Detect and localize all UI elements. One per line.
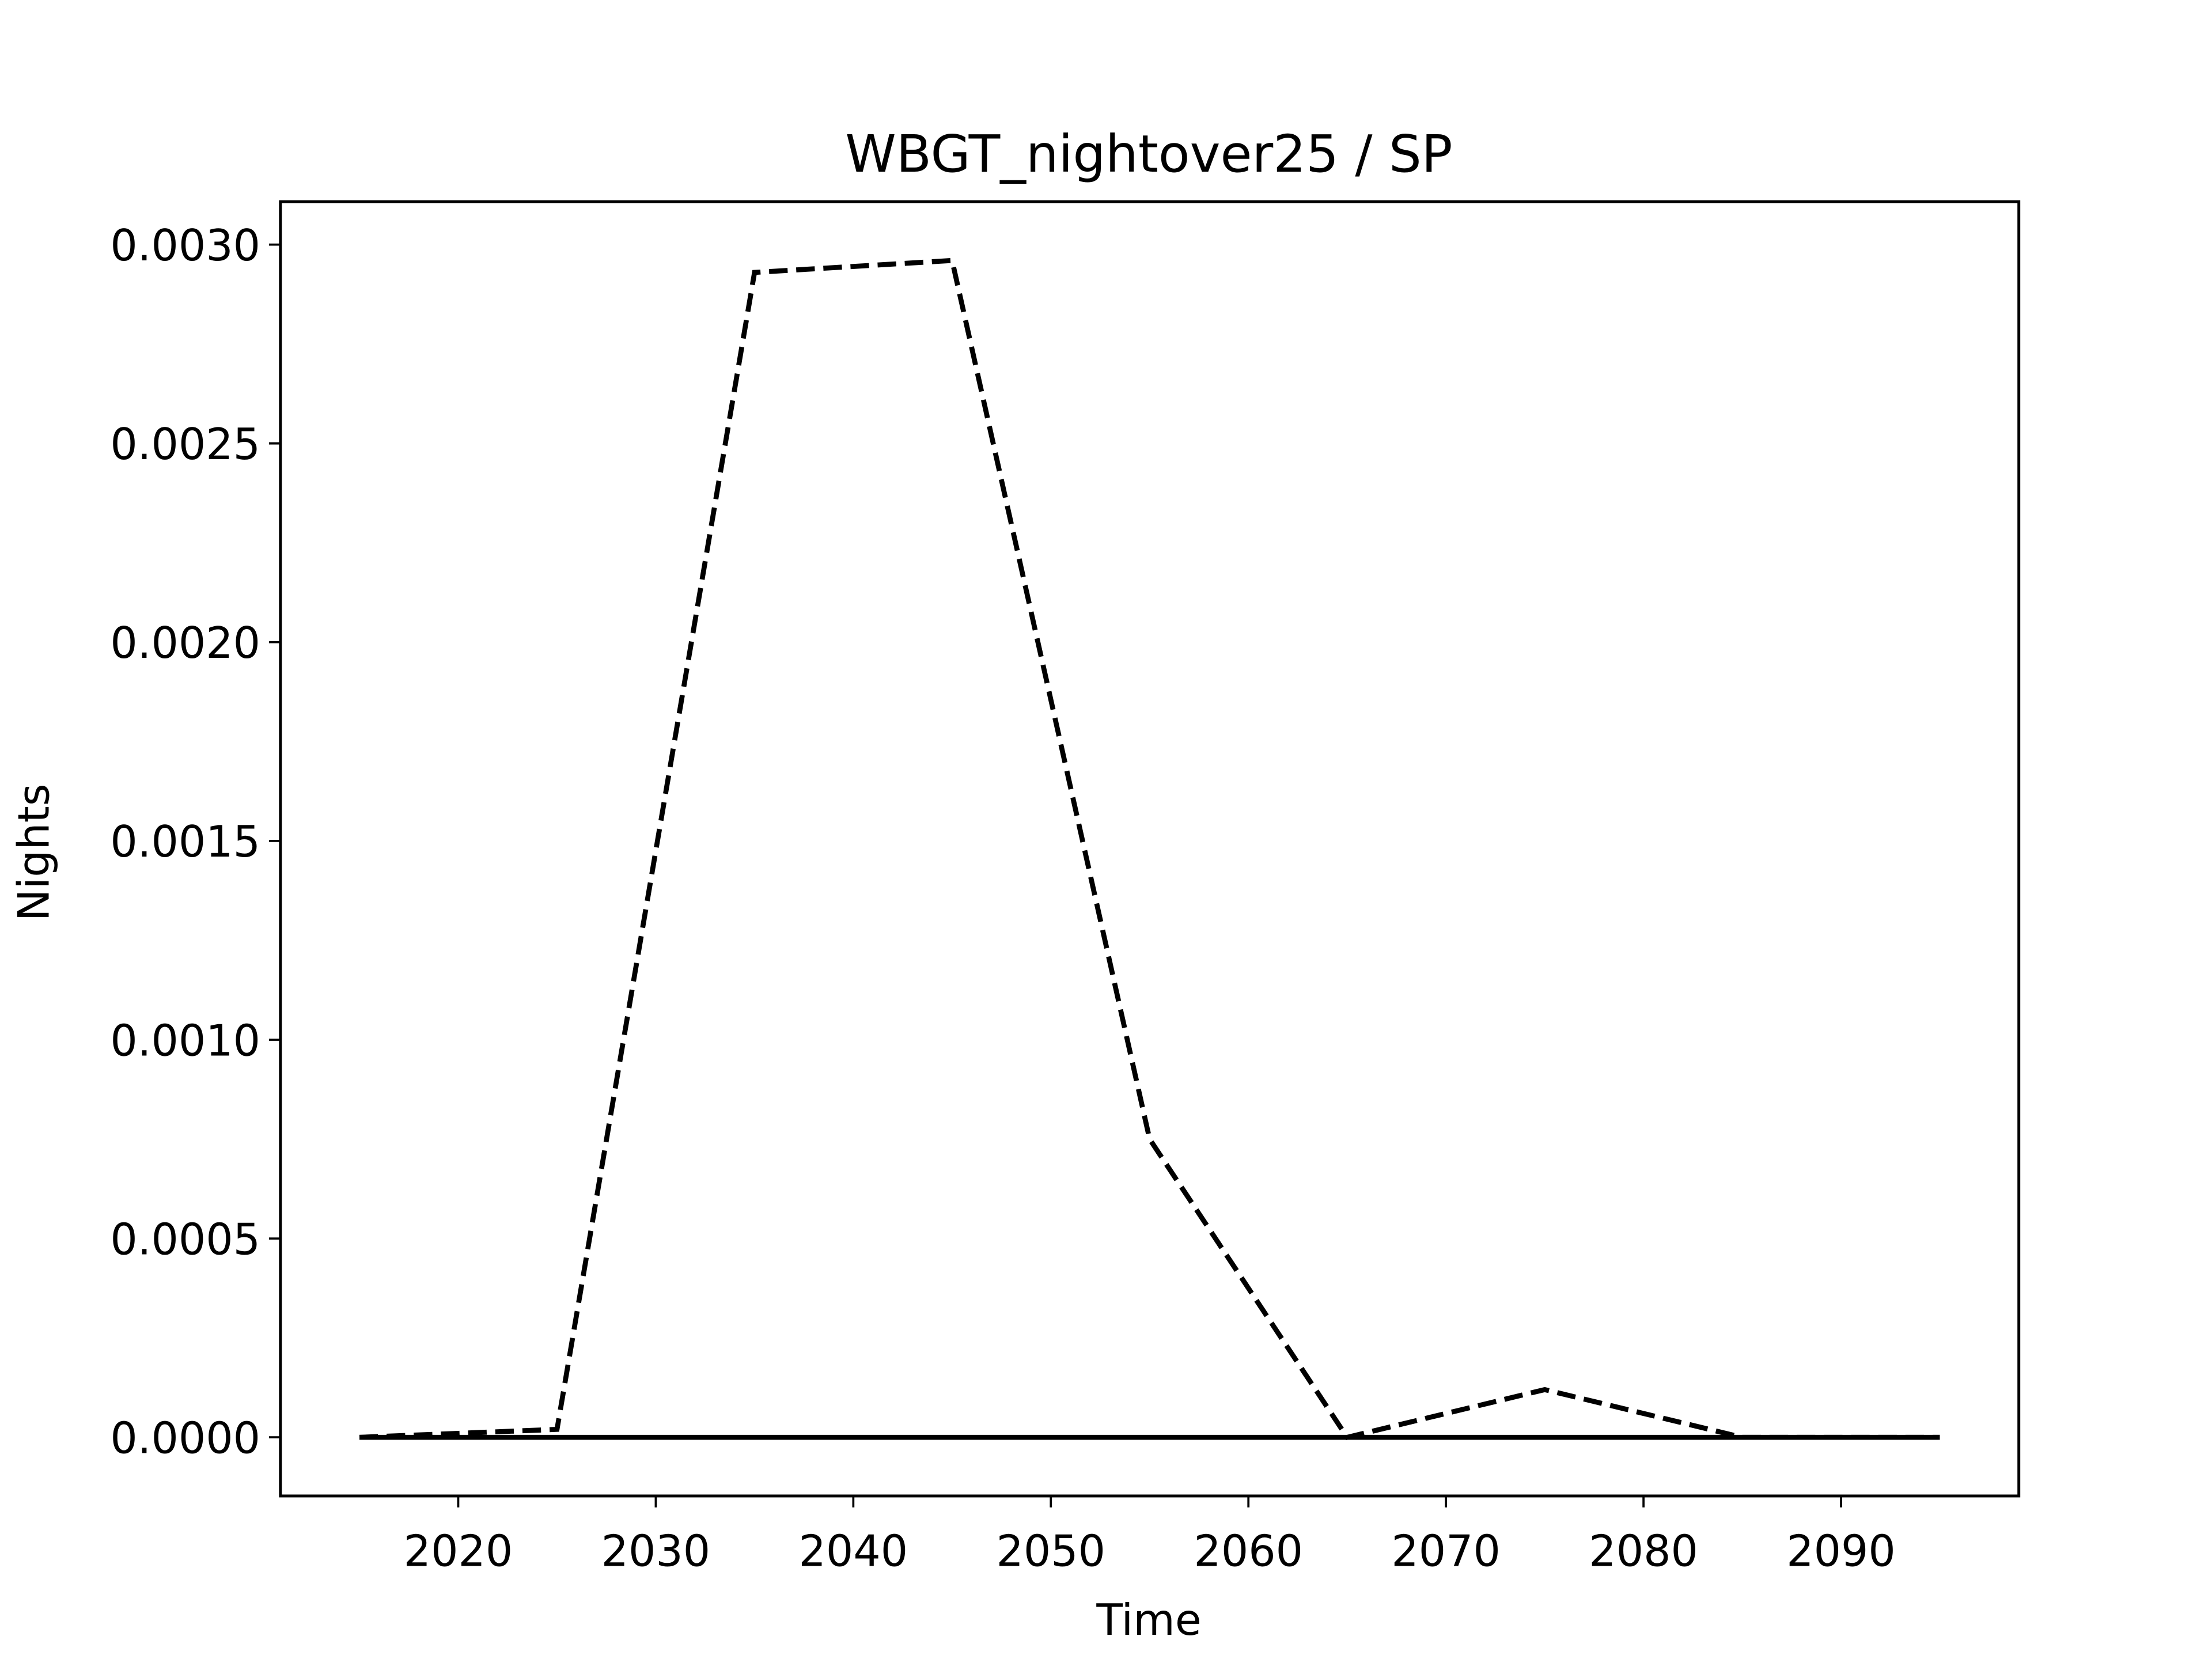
x-tick-label: 2090: [1786, 1527, 1896, 1577]
y-tick-label: 0.0005: [110, 1214, 260, 1264]
y-tick-label: 0.0020: [110, 618, 260, 668]
plot-frame: [279, 200, 2021, 1498]
x-tick-label: 2020: [404, 1527, 513, 1577]
y-tick-label: 0.0030: [110, 221, 260, 271]
x-tick-label: 2080: [1589, 1527, 1698, 1577]
x-tick-label: 2060: [1194, 1527, 1303, 1577]
x-tick-label: 2070: [1391, 1527, 1501, 1577]
y-tick-label: 0.0025: [110, 419, 260, 469]
x-tick-label: 2030: [601, 1527, 711, 1577]
x-tick-label: 2050: [996, 1527, 1105, 1577]
y-axis-label: Nights: [9, 783, 59, 921]
y-tick-label: 0.0010: [110, 1016, 260, 1066]
x-tick-label: 2040: [799, 1527, 908, 1577]
y-tick-label: 0.0000: [110, 1413, 260, 1463]
x-axis-label: Time: [1096, 1595, 1201, 1645]
y-tick-label: 0.0015: [110, 817, 260, 867]
data-line: [359, 257, 1940, 1441]
chart-title: WBGT_nightover25 / SP: [845, 124, 1452, 184]
